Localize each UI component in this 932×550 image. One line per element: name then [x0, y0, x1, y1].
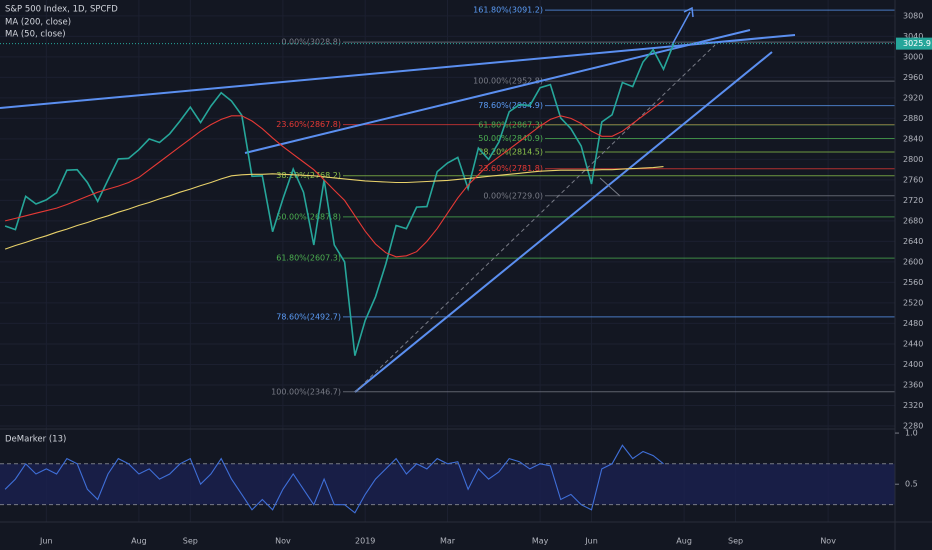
- y-tick-label: 2680: [903, 216, 923, 225]
- y-tick-label: 2800: [903, 155, 923, 164]
- x-tick-label: Nov: [820, 537, 836, 546]
- arrow: [671, 11, 691, 46]
- grid: [0, 0, 895, 522]
- x-tick-label: Mar: [440, 537, 456, 546]
- x-tick-label: Nov: [275, 537, 291, 546]
- fib-label: 50.00%(2840.9): [478, 134, 543, 143]
- y-tick-label: 2520: [903, 298, 923, 307]
- y-tick-label: 3040: [903, 32, 923, 41]
- fib-label: 161.80%(3091.2): [473, 6, 543, 15]
- trend-line: [0, 34, 796, 109]
- fib-label: 23.60%(2781.8): [478, 164, 543, 173]
- x-tick-label: May: [532, 537, 549, 546]
- y-tick-label: 2360: [903, 380, 923, 389]
- y-tick-label: 2280: [903, 421, 923, 430]
- y-tick-label: 2720: [903, 196, 923, 205]
- fib-label: 61.80%(2867.3): [478, 120, 543, 129]
- y-tick-label: 1.0: [905, 429, 918, 438]
- y-tick-label: 2320: [903, 401, 923, 410]
- y-tick-label: 2760: [903, 175, 923, 184]
- fib-label: 0.00%(3028.8): [281, 38, 341, 47]
- x-tick-label: Aug: [676, 537, 692, 546]
- trend-line: [599, 177, 621, 197]
- y-tick-label: 3080: [903, 11, 923, 20]
- x-tick-label: Sep: [728, 537, 743, 546]
- y-tick-label: 2920: [903, 93, 923, 102]
- trend-line: [244, 29, 751, 154]
- y-tick-label: 2880: [903, 114, 923, 123]
- arrow-head: [683, 6, 694, 18]
- last-price-label: 3025.9: [903, 39, 931, 48]
- x-tick-label: Aug: [131, 537, 147, 546]
- legend-entry: DeMarker (13): [5, 435, 66, 445]
- x-tick-label: 2019: [355, 537, 375, 546]
- series-line: [4, 166, 664, 250]
- fib-label: 78.60%(2492.7): [276, 312, 341, 321]
- y-tick-label: 2400: [903, 360, 923, 369]
- fib-label: 0.00%(2729.0): [483, 191, 543, 200]
- x-tick-label: Jun: [39, 537, 53, 546]
- y-tick-label: 0.5: [905, 480, 918, 489]
- y-tick-label: 2560: [903, 278, 923, 287]
- legend-entry: MA (200, close): [5, 18, 71, 28]
- y-tick-label: 2640: [903, 237, 923, 246]
- fib-label: 23.60%(2867.8): [276, 120, 341, 129]
- x-tick-label: Sep: [183, 537, 198, 546]
- series: [0, 43, 895, 514]
- fib-label: 100.00%(2346.7): [271, 387, 341, 396]
- y-tick-label: 2480: [903, 319, 923, 328]
- y-tick-label: 2960: [903, 73, 923, 82]
- legend-title: S&P 500 Index, 1D, SPCFD: [5, 5, 118, 15]
- series-line: [4, 100, 664, 258]
- last-price-box: [896, 37, 932, 50]
- fib-label: 38.20%(2814.5): [478, 147, 543, 156]
- x-tick-label: Jun: [584, 537, 598, 546]
- trend-line: [354, 51, 773, 393]
- y-tick-label: 2840: [903, 134, 923, 143]
- fib-label: 78.60%(2904.9): [478, 101, 543, 110]
- fib-label: 100.00%(2952.8): [473, 77, 543, 86]
- legend-entry: MA (50, close): [5, 30, 66, 40]
- band-fill: [0, 463, 895, 505]
- y-tick-label: 3000: [903, 52, 923, 61]
- fib-label: 61.80%(2607.3): [276, 254, 341, 263]
- y-tick-label: 2440: [903, 339, 923, 348]
- series-line: [4, 43, 675, 356]
- trend-line: [354, 44, 716, 393]
- axes: 2280 2320 2360 2400 2440 2480 2520 2560 2600 2640…: [39, 11, 932, 546]
- trend-lines: [0, 6, 796, 393]
- series-line: [4, 444, 664, 514]
- y-tick-label: 2600: [903, 257, 923, 266]
